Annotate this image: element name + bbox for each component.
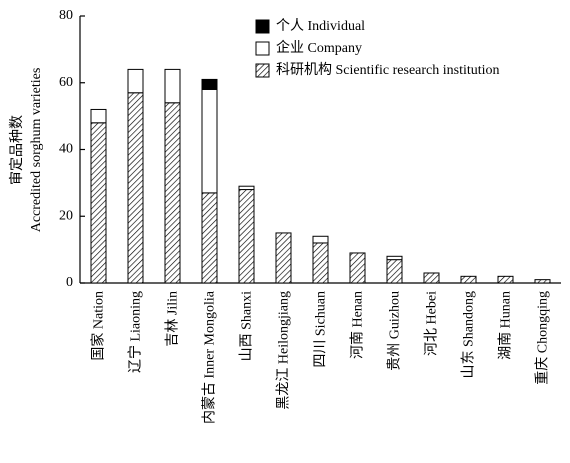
y-axis-label: Accredited sorghum varieties — [29, 68, 44, 233]
bar-segment — [423, 272, 440, 284]
y-tick-label: 80 — [59, 8, 73, 23]
x-tick-label: 内蒙古 Inner Mongolia — [202, 290, 218, 424]
bar-segment — [201, 78, 218, 90]
bar-segment — [534, 279, 551, 284]
x-tick-label: 吉林 Jilin — [165, 291, 181, 347]
legend-swatch — [255, 63, 270, 78]
x-tick-label: 黑龙江 Heilongjiang — [276, 291, 292, 410]
bar-segment — [201, 88, 218, 194]
y-tick-label: 60 — [59, 75, 73, 90]
bar-segment — [238, 189, 255, 284]
y-axis-label: 审定品种数 — [9, 115, 25, 185]
y-tick-label: 40 — [59, 142, 73, 157]
x-tick-label: 重庆 Chongqing — [535, 291, 551, 385]
legend-swatch — [255, 19, 270, 34]
x-tick-label: 河南 Henan — [350, 291, 366, 359]
legend-swatch — [255, 41, 270, 56]
bar-segment — [164, 68, 181, 104]
bar-segment — [90, 108, 107, 124]
bar-segment — [127, 68, 144, 94]
x-tick-label: 山西 Shanxi — [239, 291, 255, 361]
bar-segment — [275, 232, 292, 284]
y-tick-label: 0 — [66, 275, 73, 290]
bar-segment — [386, 255, 403, 261]
x-tick-label: 山东 Shandong — [461, 291, 477, 379]
bar-segment — [164, 102, 181, 284]
bar-segment — [312, 235, 329, 244]
bar-segment — [238, 185, 255, 191]
bar-segment — [90, 122, 107, 284]
legend-label: 企业 Company — [276, 39, 362, 56]
bar-segment — [497, 275, 514, 284]
bar-segment — [460, 275, 477, 284]
bar-segment — [127, 92, 144, 284]
x-tick-label: 河北 Hebei — [424, 291, 440, 356]
bar-segment — [349, 252, 366, 284]
x-tick-label: 四川 Sichuan — [314, 291, 329, 368]
bar-segment — [386, 259, 403, 284]
legend-label: 科研机构 Scientific research institution — [276, 62, 500, 78]
x-tick-label: 辽宁 Liaoning — [127, 291, 144, 373]
y-tick-label: 20 — [59, 208, 73, 223]
x-tick-label: 贵州 Guizhou — [387, 291, 403, 371]
legend-label: 个人 Individual — [276, 18, 365, 34]
x-tick-label: 湖南 Hunan — [498, 291, 514, 360]
x-tick-label: 国家 Nation — [90, 291, 107, 361]
bar-segment — [312, 242, 329, 284]
bar-segment — [201, 192, 218, 284]
